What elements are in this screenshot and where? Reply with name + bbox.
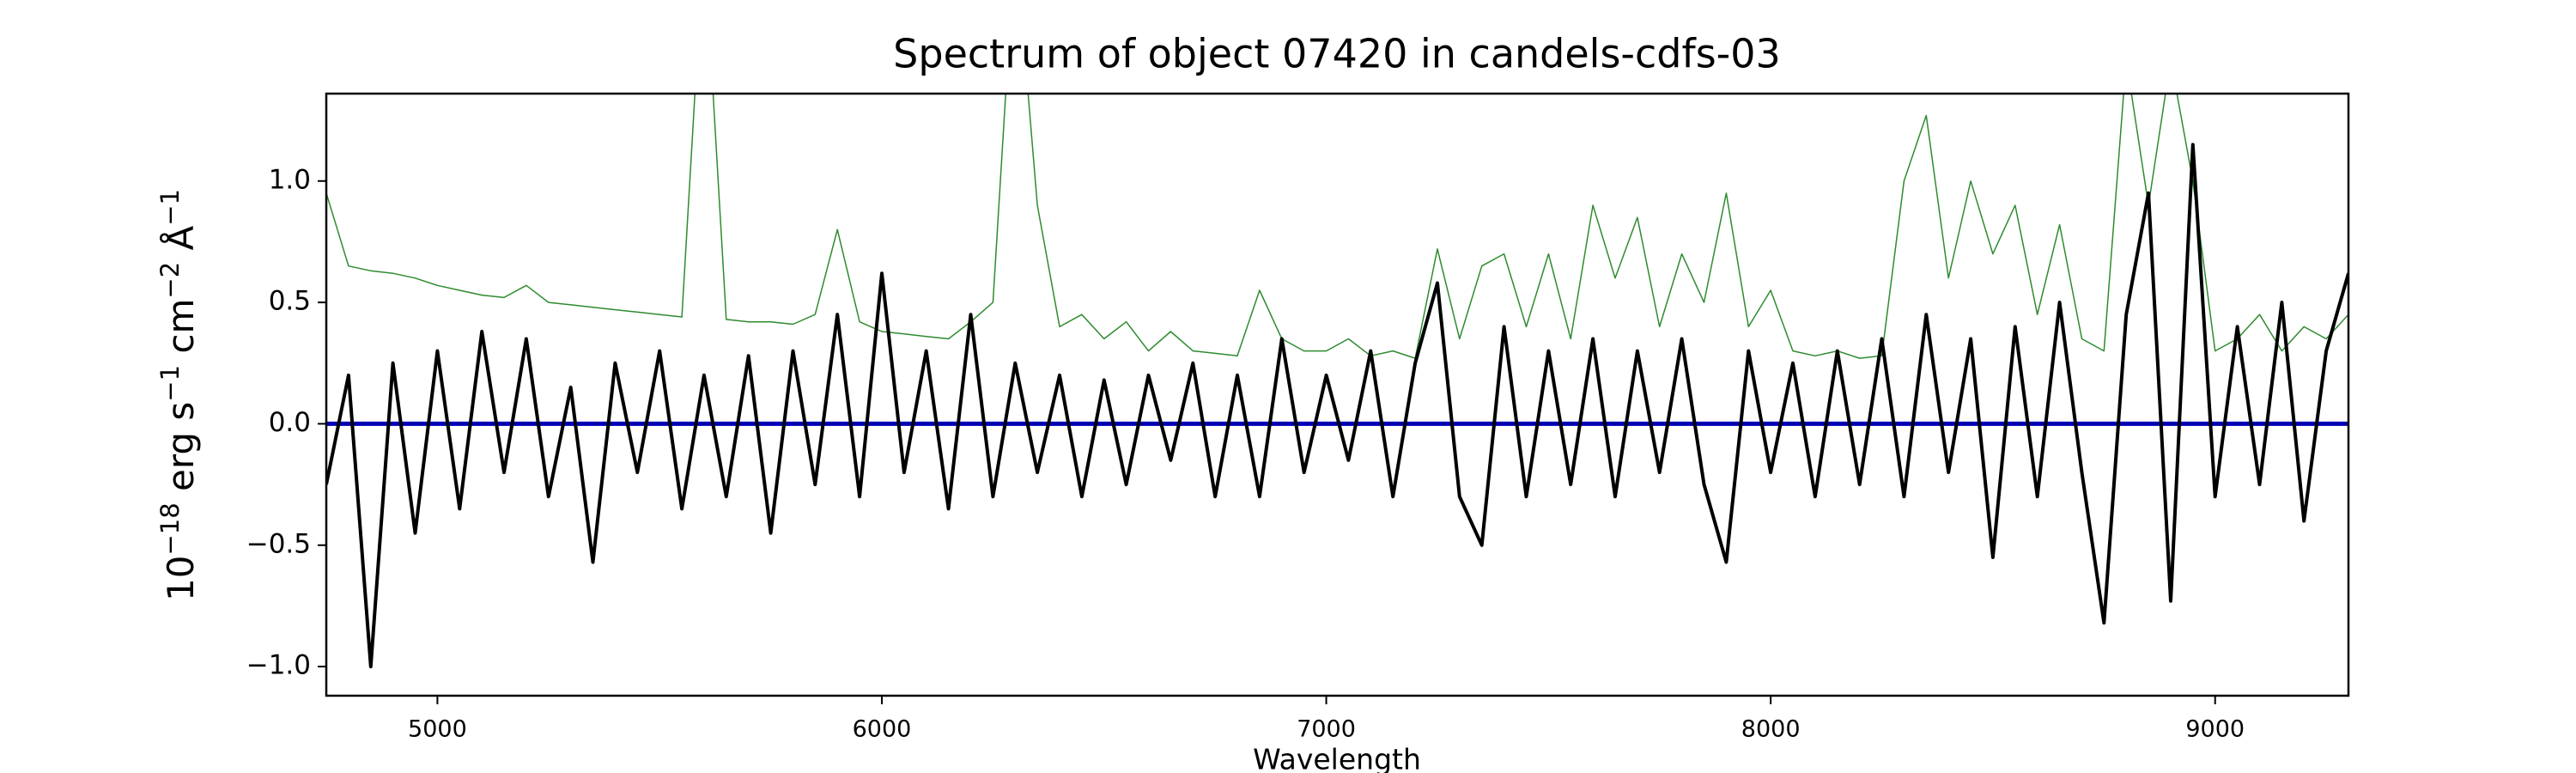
y-label-exponent: −1 <box>155 365 185 402</box>
x-tick-label: 5000 <box>408 716 467 743</box>
y-axis-label: 10−18 erg s−1 cm−2 Å−1 <box>155 189 202 601</box>
spectrum-line <box>326 94 2348 359</box>
plot-frame <box>325 92 2350 697</box>
plot-area <box>326 94 2348 669</box>
y-tick-label: −1.0 <box>246 650 311 681</box>
y-tick-label: 0.5 <box>269 286 311 317</box>
x-tick-label: 9000 <box>2185 716 2245 743</box>
spectrum-line <box>326 143 2348 669</box>
y-label-exponent: −1 <box>155 189 185 226</box>
y-tick-label: 1.0 <box>269 164 311 195</box>
y-tick-label: −0.5 <box>246 528 311 559</box>
x-tick-label: 6000 <box>853 716 912 743</box>
y-label-text: 10 <box>160 556 202 601</box>
y-label-exponent: −18 <box>155 502 185 555</box>
y-label-text: Å <box>159 226 202 262</box>
x-tick-label: 7000 <box>1297 716 1356 743</box>
y-label-text: erg s <box>160 402 202 503</box>
y-label-exponent: −2 <box>155 262 185 299</box>
x-axis-label: Wavelength <box>1253 743 1421 773</box>
y-tick-label: 0.0 <box>269 407 311 438</box>
x-tick-label: 8000 <box>1741 716 1801 743</box>
y-label-text: cm <box>160 299 202 365</box>
chart-title: Spectrum of object 07420 in candels-cdfs… <box>893 31 1781 77</box>
